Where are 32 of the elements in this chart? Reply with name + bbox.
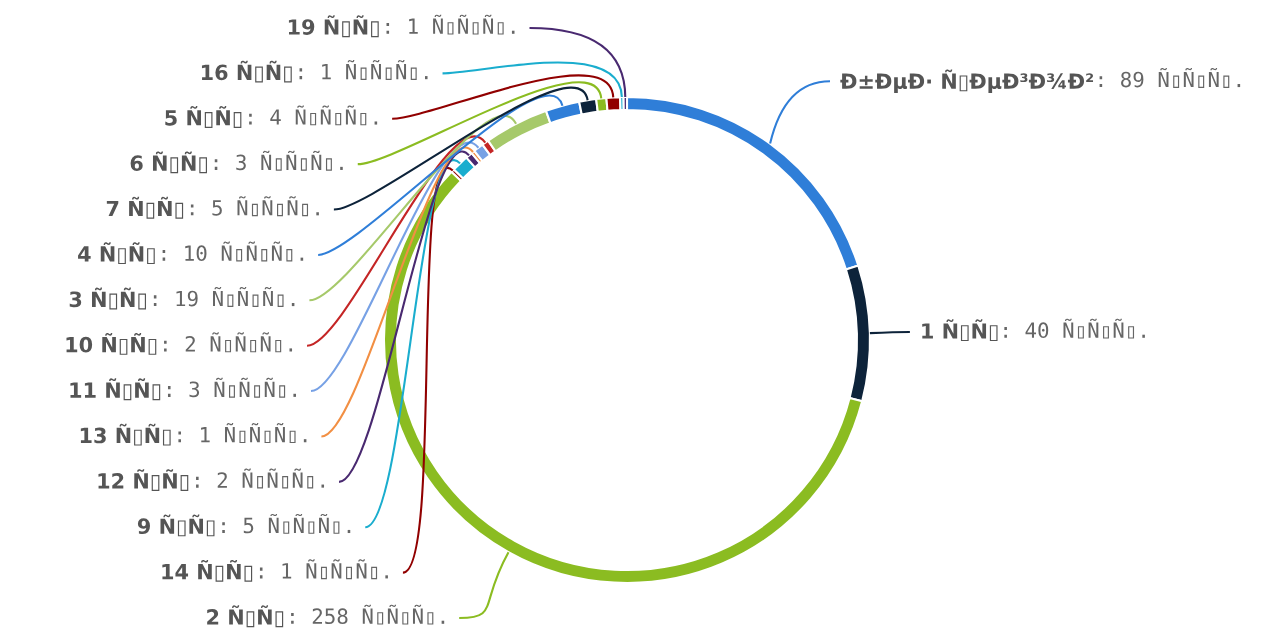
data-label: : 40 Ñ▯Ñ▯Ñ▯. [1004, 318, 1145, 339]
data-label: : 3 Ñ▯Ñ▯Ñ▯. [167, 377, 296, 398]
slice-label: 11 Ñ▯Ñ▯ [70, 378, 161, 401]
data-label: : 1 Ñ▯Ñ▯Ñ▯. [386, 14, 515, 35]
slice-label: 13 Ñ▯Ñ▯ [80, 423, 171, 446]
data-label: : 258 Ñ▯Ñ▯Ñ▯. [291, 604, 445, 625]
slice-label: 10 Ñ▯Ñ▯ [66, 332, 157, 355]
slice-label: 6 Ñ▯Ñ▯ [130, 151, 207, 174]
slice-label: 4 Ñ▯Ñ▯ [78, 242, 155, 265]
slice-label: Ð±ÐµÐ· Ñ▯ÐµÐ³Ð¾Ð² [840, 69, 1094, 94]
slice-label: 14 Ñ▯Ñ▯ [162, 559, 253, 582]
data-label: : 1 Ñ▯Ñ▯Ñ▯. [299, 60, 428, 80]
slice-label: 7 Ñ▯Ñ▯ [106, 196, 184, 219]
data-label: : 19 Ñ▯Ñ▯Ñ▯. [153, 286, 295, 307]
data-label: : 10 Ñ▯Ñ▯Ñ▯. [162, 241, 304, 262]
data-label: : 5 Ñ▯Ñ▯Ñ▯. [190, 196, 319, 217]
slice-label: 1 Ñ▯Ñ▯ [922, 319, 998, 342]
slice-label: 19 Ñ▯Ñ▯ [288, 15, 379, 38]
data-label: : 2 Ñ▯Ñ▯Ñ▯. [164, 332, 293, 353]
slice-label: 16 Ñ▯Ñ▯ [201, 60, 292, 83]
data-label: : 3 Ñ▯Ñ▯Ñ▯. [214, 150, 343, 171]
data-label: : 1 Ñ▯Ñ▯Ñ▯. [178, 423, 307, 444]
data-label: : 1 Ñ▯Ñ▯Ñ▯. [259, 559, 388, 580]
data-label: : 4 Ñ▯Ñ▯Ñ▯. [249, 105, 378, 126]
slice-label: 5 Ñ▯Ñ▯ [165, 106, 242, 128]
data-label: : 5 Ñ▯Ñ▯Ñ▯. [222, 513, 351, 534]
slice-label: 2 Ñ▯Ñ▯ [207, 605, 284, 628]
data-label: : 2 Ñ▯Ñ▯Ñ▯. [196, 468, 325, 489]
slice-label: 3 Ñ▯Ñ▯ [69, 287, 147, 310]
data-label: : 89 Ñ▯Ñ▯Ñ▯. [1099, 67, 1241, 88]
slice-label: 12 Ñ▯Ñ▯ [98, 469, 189, 491]
slice-label: 9 Ñ▯Ñ▯ [137, 514, 215, 537]
